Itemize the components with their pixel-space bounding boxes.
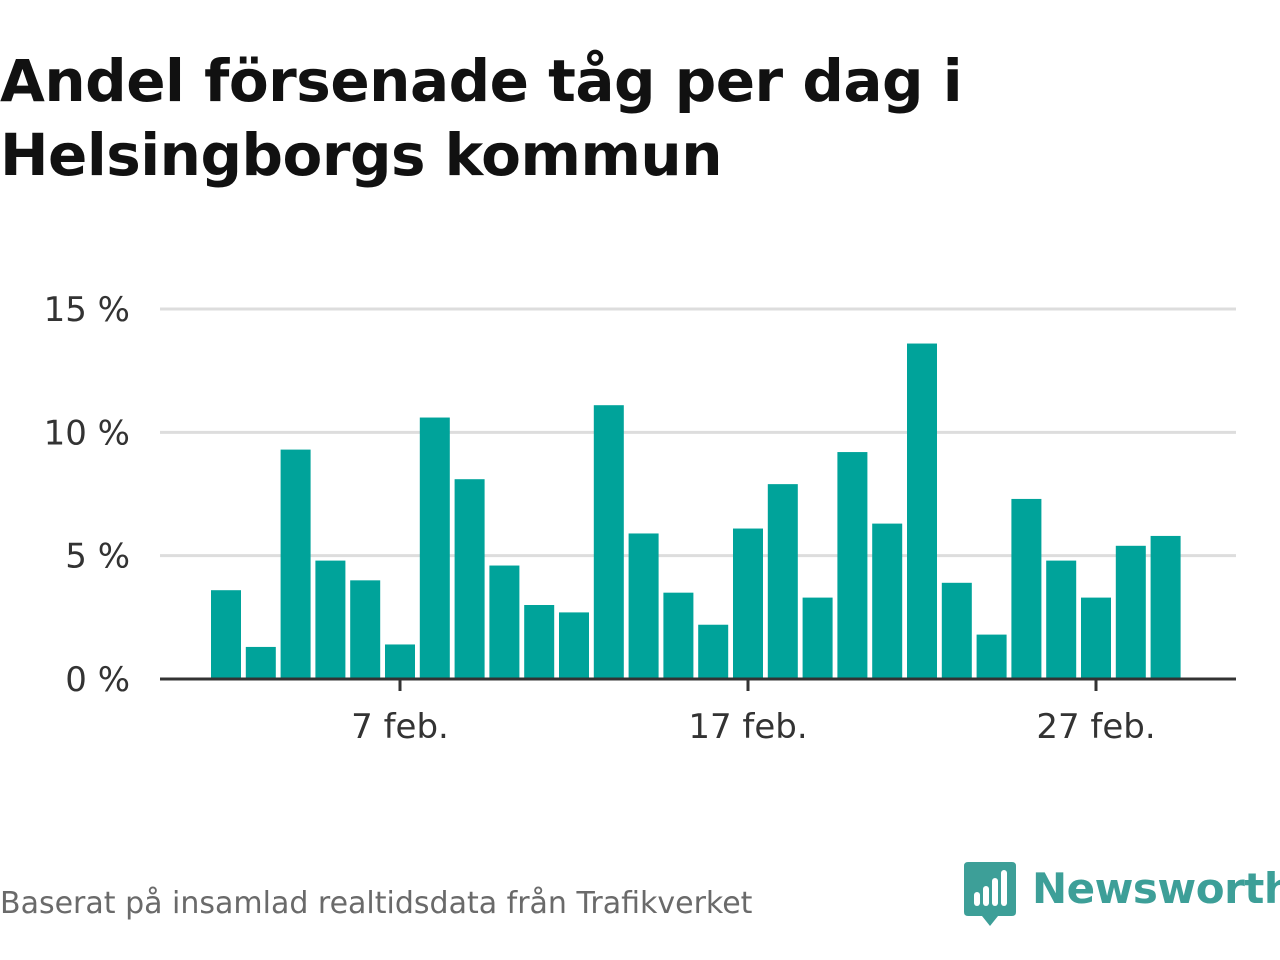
bar <box>802 597 833 679</box>
y-tick-label: 15 % <box>44 290 130 330</box>
bar-chart: 0 % 5 % 10 % 15 % 7 feb. 17 feb. 27 feb. <box>44 290 1236 747</box>
bar <box>733 528 763 679</box>
bar <box>628 533 659 679</box>
y-tick-label: 0 % <box>65 660 130 700</box>
x-axis: 7 feb. 17 feb. 27 feb. <box>160 677 1236 747</box>
bar <box>698 624 729 679</box>
bar <box>280 449 311 679</box>
bar <box>385 644 415 679</box>
x-tick-label: 17 feb. <box>688 707 807 747</box>
y-tick-label: 5 % <box>65 537 130 577</box>
bar <box>837 452 868 679</box>
bar-chart-speech-bubble-icon <box>964 862 1016 926</box>
y-axis-labels: 0 % 5 % 10 % 15 % <box>44 290 130 700</box>
bar <box>350 580 381 679</box>
bar <box>559 612 589 679</box>
bar <box>872 523 903 679</box>
grid-lines <box>160 307 1236 558</box>
x-tick-label: 27 feb. <box>1036 707 1155 747</box>
bar <box>663 592 694 679</box>
bar <box>245 646 276 679</box>
bar <box>1150 535 1181 679</box>
source-note: Baserat på insamlad realtidsdata från Tr… <box>0 886 753 921</box>
bar <box>315 560 346 679</box>
bar <box>907 343 937 679</box>
brand-name: Newsworthy <box>1032 864 1280 913</box>
bar <box>1081 597 1111 679</box>
bar <box>941 582 972 679</box>
bar <box>211 590 241 679</box>
x-tick-label: 7 feb. <box>351 707 449 747</box>
bar <box>454 479 485 679</box>
bar <box>419 417 450 679</box>
chart-title: Andel försenade tåg per dag i Helsingbor… <box>0 47 963 189</box>
y-tick-label: 10 % <box>44 413 130 453</box>
bars <box>211 343 1181 679</box>
newsworthy-logo[interactable]: Newsworthy <box>964 862 1280 928</box>
bar <box>524 605 555 679</box>
bar <box>976 634 1007 679</box>
bar <box>1011 498 1042 679</box>
bar <box>1115 545 1146 679</box>
bar <box>489 565 520 679</box>
bar <box>767 484 798 679</box>
bar <box>1046 560 1077 679</box>
bar <box>593 405 624 679</box>
